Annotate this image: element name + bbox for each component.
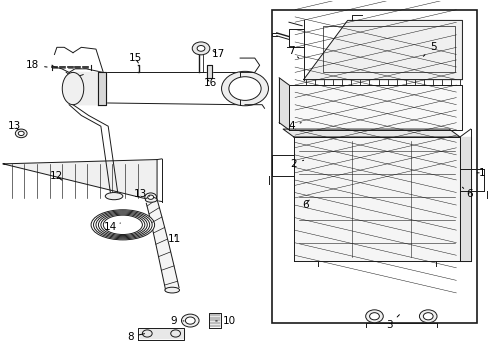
Circle shape [423,313,433,320]
Polygon shape [69,72,103,105]
Bar [323,26,455,72]
Text: 12: 12 [50,171,64,181]
Polygon shape [210,315,220,326]
Text: 13: 13 [8,121,21,131]
Ellipse shape [229,77,261,100]
Ellipse shape [94,211,152,239]
Polygon shape [289,85,463,130]
Circle shape [18,131,24,135]
Text: 3: 3 [386,315,399,330]
Text: 18: 18 [26,60,47,70]
Text: 6: 6 [302,200,309,210]
Polygon shape [279,78,289,130]
Text: 16: 16 [204,78,218,88]
Text: 5: 5 [423,42,437,56]
Ellipse shape [146,197,157,202]
Ellipse shape [165,287,179,293]
Text: 8: 8 [127,332,145,342]
Text: 13: 13 [133,189,150,199]
Text: 7: 7 [288,46,299,58]
Ellipse shape [62,72,84,105]
Polygon shape [304,21,463,80]
Polygon shape [460,137,471,261]
Text: 15: 15 [128,53,142,63]
Polygon shape [207,65,212,78]
Ellipse shape [197,45,205,51]
Text: 14: 14 [104,222,121,231]
Circle shape [366,310,383,323]
Text: 4: 4 [288,121,301,131]
Text: 1: 1 [477,168,485,178]
Ellipse shape [96,212,150,238]
Circle shape [369,313,379,320]
Text: 2: 2 [291,159,304,169]
Polygon shape [98,72,106,105]
Ellipse shape [101,214,145,235]
Ellipse shape [105,193,123,200]
Text: 9: 9 [171,316,184,326]
Text: 17: 17 [212,49,225,59]
Ellipse shape [221,71,269,106]
Polygon shape [294,137,460,261]
Circle shape [148,195,154,199]
Text: 6: 6 [463,187,473,199]
Polygon shape [3,159,157,201]
Ellipse shape [192,42,210,55]
Circle shape [419,310,437,323]
Circle shape [185,317,195,324]
Bar [272,10,477,323]
Circle shape [15,129,27,138]
Text: 11: 11 [168,234,181,244]
Ellipse shape [98,213,147,237]
Circle shape [181,314,199,327]
Polygon shape [140,329,184,338]
Text: 10: 10 [216,316,236,326]
Circle shape [145,193,157,202]
Ellipse shape [91,210,155,240]
Ellipse shape [103,215,143,234]
Polygon shape [147,196,179,291]
Polygon shape [283,129,460,137]
